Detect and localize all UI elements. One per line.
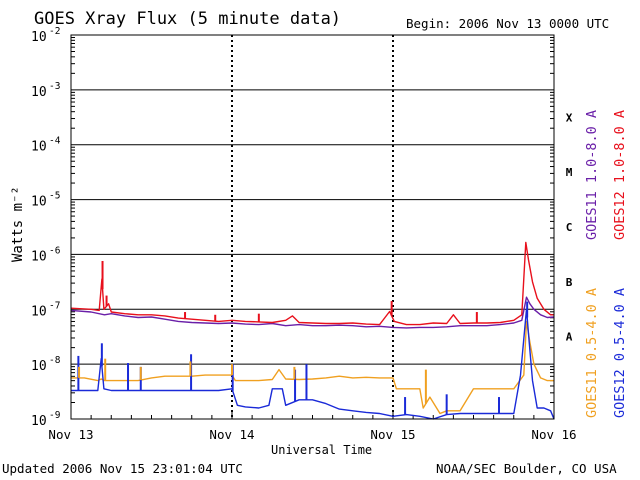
- y-tick-base: 10: [31, 85, 47, 100]
- y-tick-power: -3: [49, 81, 60, 92]
- y-tick-power: -9: [49, 410, 61, 421]
- x-axis-label: Universal Time: [271, 443, 372, 457]
- y-tick: 10 -3: [31, 81, 60, 100]
- credit-text: NOAA/SEC Boulder, CO USA: [436, 461, 617, 476]
- y-tick-base: 10: [31, 195, 47, 210]
- x-tick-label: Nov 16: [531, 427, 576, 442]
- chart-title: GOES Xray Flux (5 minute data): [34, 9, 341, 29]
- y-tick-base: 10: [31, 140, 47, 155]
- flare-class-b: B: [566, 276, 573, 289]
- series-line-goes11-0-5-4-0-a: [71, 320, 554, 415]
- y-tick-base: 10: [31, 249, 47, 264]
- series-line-goes11-1-0-8-0-a: [70, 296, 555, 329]
- y-tick-power: -8: [49, 355, 61, 366]
- flare-class-m: M: [566, 166, 573, 179]
- y-tick: 10 -2: [31, 26, 60, 45]
- y-tick-base: 10: [31, 359, 47, 374]
- legend-item: GOES12 0.5-4.0 A: [612, 288, 628, 418]
- plot-grid: [70, 34, 555, 420]
- legend-item: GOES11 0.5-4.0 A: [584, 288, 600, 418]
- x-axis-ticks: Nov 13 Nov 14 Nov 15 Nov 16: [48, 427, 576, 442]
- y-tick: 10 -4: [31, 136, 61, 155]
- x-tick-label: Nov 13: [48, 427, 93, 442]
- legend: GOES11 1.0-8.0 A GOES12 1.0-8.0 A GOES11 0…: [584, 110, 628, 418]
- plot-series: [70, 241, 555, 420]
- flare-class-a: A: [566, 331, 573, 344]
- y-tick-power: -4: [49, 136, 61, 147]
- y-tick: 10 -9: [31, 410, 61, 429]
- y-tick: 10 -6: [31, 245, 61, 264]
- y-tick-power: -2: [49, 26, 60, 37]
- y-tick-base: 10: [31, 304, 47, 319]
- begin-label: Begin: 2006 Nov 13 0000 UTC: [406, 16, 609, 31]
- series-line-goes12-0-5-4-0-a: [71, 308, 555, 420]
- y-tick: 10 -5: [31, 191, 60, 210]
- y-tick: 10 -8: [31, 355, 61, 374]
- flare-class-c: C: [566, 221, 573, 234]
- x-tick-label: Nov 15: [370, 427, 415, 442]
- x-tick-label: Nov 14: [209, 427, 254, 442]
- y-axis-ticks: 10-210-310-410-510-610-710-810-9: [31, 26, 61, 429]
- y-tick: 10 -7: [31, 300, 60, 319]
- flare-class-x: X: [566, 111, 573, 124]
- plot-frame: [70, 34, 555, 420]
- y-tick-power: -7: [49, 300, 60, 311]
- series-line-goes12-1-0-8-0-a: [70, 241, 554, 326]
- flare-class-labels: X M C B A: [566, 111, 573, 343]
- updated-text: Updated 2006 Nov 15 23:01:04 UTC: [2, 461, 243, 476]
- y-tick-power: -5: [49, 191, 60, 202]
- y-tick-power: -6: [49, 245, 61, 256]
- y-tick-base: 10: [31, 30, 47, 45]
- y-axis-label: Watts m⁻²: [10, 186, 26, 262]
- y-tick-base: 10: [31, 414, 47, 429]
- legend-item: GOES11 1.0-8.0 A: [584, 110, 600, 240]
- legend-item: GOES12 1.0-8.0 A: [612, 110, 628, 240]
